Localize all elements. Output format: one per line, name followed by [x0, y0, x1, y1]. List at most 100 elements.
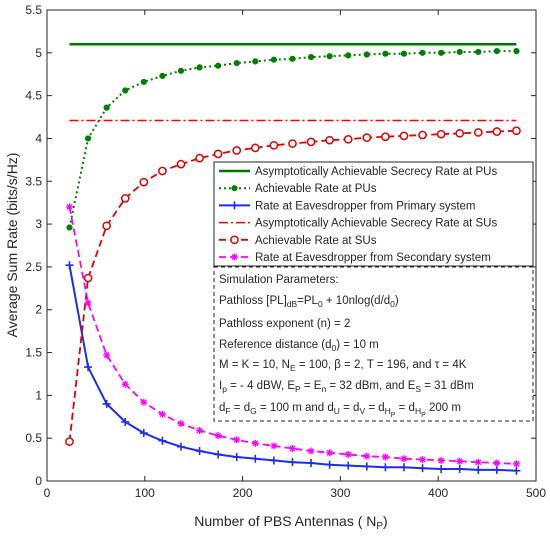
legend: Asymptotically Achievable Secrecy Rate a… — [213, 161, 534, 267]
series-5-point-15 — [344, 450, 352, 458]
series-5-point-18 — [400, 455, 408, 463]
series-2-point-2 — [102, 399, 111, 408]
series-4-point-18 — [399, 131, 409, 141]
series-5-point-21 — [456, 457, 464, 465]
series-layer — [65, 43, 521, 475]
series-4-point-1 — [83, 273, 93, 283]
series-5-point-5 — [158, 410, 166, 418]
series-5-point-14 — [326, 449, 334, 457]
annotation-line-4-part-5: n — [321, 384, 326, 394]
series-4-point-20 — [436, 129, 446, 139]
series-5 — [65, 203, 520, 468]
annotation-line-0-part-3: 0 — [318, 299, 323, 309]
annotation-line-4: Ip = - 4 dBW, EP = En = 32 dBm, and ES =… — [219, 380, 474, 394]
tick-layer: 0 100 200 300 400 500 0 0.5 1 1.5 2 2.5 3 3.5 4 4.5 5 5.5 — [25, 3, 546, 500]
annotation-line-5-part-7: V — [359, 406, 365, 416]
series-4-point-17 — [381, 132, 390, 142]
series-4-point-15 — [343, 134, 353, 144]
y-tick-label-10: 5 — [35, 46, 42, 60]
annotation-title: Simulation Parameters: — [219, 274, 339, 286]
legend-label-2: Rate at Eavesdropper from Primary system — [255, 200, 476, 212]
legend-marker-5 — [231, 253, 238, 261]
y-tick-label-9: 4.5 — [25, 89, 42, 103]
series-5-point-2 — [103, 351, 111, 359]
series-2-point-24 — [512, 466, 521, 475]
x-tick-label-3: 300 — [330, 486, 350, 500]
series-1-point-24 — [513, 48, 520, 55]
series-4-point-13 — [306, 137, 316, 147]
annotation-line-5-part-9: H — [385, 406, 391, 416]
series-1-point-6 — [177, 67, 185, 74]
series-1-point-21 — [456, 48, 463, 56]
series-4-point-8 — [213, 149, 223, 159]
annotation-line-0-part-2: =PL — [297, 295, 318, 307]
annotation-line-4-part-7: S — [415, 384, 421, 394]
series-5-point-0 — [65, 203, 73, 211]
series-5-point-6 — [177, 420, 185, 428]
annotation-line-5-part-13: P — [421, 412, 426, 419]
legend-label-5: Rate at Eavesdropper from Secondary syst… — [255, 252, 491, 264]
series-5-point-10 — [251, 439, 259, 447]
series-4-point-23 — [492, 127, 502, 136]
series-5-point-9 — [233, 436, 241, 444]
series-1-point-7 — [196, 64, 203, 71]
y-tick-label-2: 1 — [35, 388, 42, 402]
series-1-point-2 — [103, 104, 110, 111]
annotation-line-2-part-1: 0 — [332, 343, 337, 353]
annotation-line-4-part-8: = 31 dBm — [421, 380, 474, 392]
series-4-point-4 — [139, 177, 149, 187]
series-5-point-20 — [437, 456, 445, 464]
y-tick-label-3: 1.5 — [25, 346, 42, 360]
series-4-point-11 — [269, 140, 279, 150]
annotation-line-4-part-2: = - 4 dBW, E — [227, 380, 295, 392]
series-1-point-14 — [326, 53, 333, 60]
series-4-point-0 — [65, 437, 74, 446]
y-tick-label-8: 4 — [35, 131, 42, 145]
series-2-point-22 — [474, 465, 483, 474]
series-1-point-16 — [363, 51, 370, 58]
x-tick-label-2: 200 — [233, 486, 253, 500]
annotation-line-5-part-0: d — [219, 402, 225, 414]
series-2-point-17 — [381, 463, 390, 472]
y-tick-label-6: 3 — [35, 217, 42, 231]
series-2-point-14 — [325, 460, 334, 469]
series-2-point-9 — [232, 453, 241, 462]
series-1-point-13 — [307, 54, 315, 61]
series-5-point-1 — [84, 299, 92, 307]
series-4-point-10 — [250, 143, 260, 153]
series-2-point-8 — [214, 450, 223, 459]
series-5-point-12 — [288, 444, 296, 452]
series-2-point-16 — [362, 462, 371, 471]
x-tick-label-4: 400 — [428, 486, 448, 500]
series-2-point-4 — [139, 429, 148, 438]
series-5-point-19 — [419, 456, 427, 464]
annotation-line-5-part-10: P — [391, 412, 396, 419]
y-tick-label-7: 3.5 — [25, 174, 42, 188]
annotation-line-0-part-4: + 10nlog(d/d — [323, 295, 390, 307]
series-1-point-8 — [215, 62, 222, 69]
y-tick-label-11: 5.5 — [25, 3, 42, 17]
legend-label-3: Asymptotically Achievable Secrecy Rate a… — [255, 218, 497, 230]
series-5-point-24 — [512, 460, 520, 468]
series-4 — [65, 126, 521, 446]
series-5-point-13 — [307, 447, 315, 455]
legend-box — [213, 161, 534, 267]
annotation-line-5: dF = dG = 100 m and dU = dV = dHP = dHP … — [219, 402, 461, 419]
annotation-line-2: Reference distance (d0) = 10 m — [219, 339, 379, 353]
series-5-point-16 — [363, 452, 371, 460]
series-4-point-7 — [195, 153, 204, 163]
y-tick-label-4: 2 — [35, 303, 42, 317]
annotation-line-0-part-0: Pathloss [PL] — [219, 295, 287, 307]
series-1-point-18 — [400, 50, 408, 57]
y-axis-title: Average Sum Rate (bits/s/Hz) — [4, 153, 20, 338]
series-2-point-7 — [195, 447, 204, 456]
series-2-point-19 — [418, 464, 427, 473]
series-4-point-3 — [120, 194, 130, 203]
series-1-point-10 — [252, 58, 259, 65]
series-2-point-21 — [455, 465, 464, 474]
annotation-line-5-part-8: = d — [365, 402, 385, 414]
series-4-point-5 — [158, 166, 167, 176]
series-1-point-11 — [270, 56, 277, 63]
simulation-parameters-box: Simulation Parameters: Pathloss [PL]dB=PL… — [213, 266, 534, 422]
